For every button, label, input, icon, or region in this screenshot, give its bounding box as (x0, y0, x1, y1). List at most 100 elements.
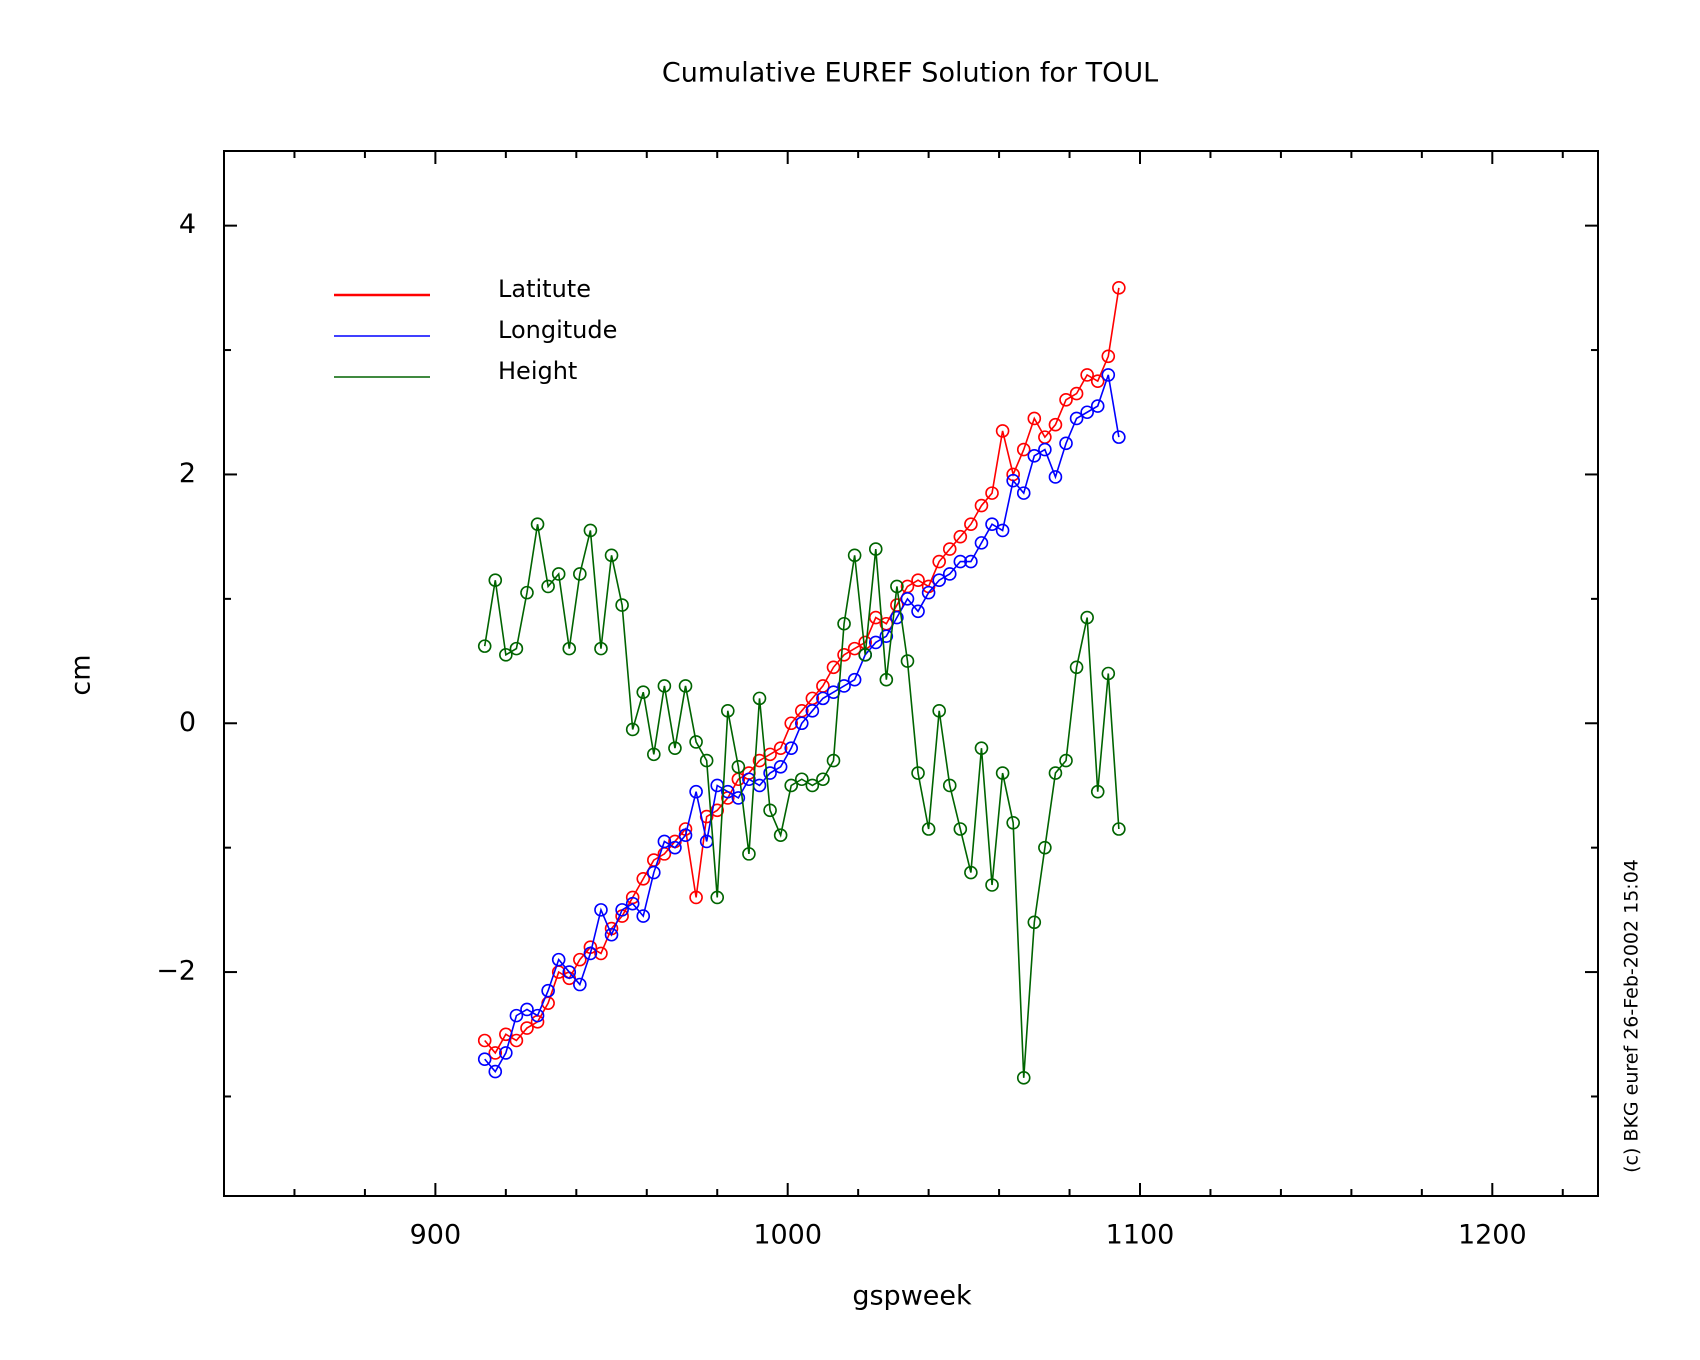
marker (784, 778, 799, 793)
marker (689, 735, 703, 749)
marker (900, 654, 915, 668)
marker (995, 523, 1010, 538)
x-tick-label: 1000 (753, 1220, 822, 1251)
marker (1090, 374, 1105, 388)
x-tick-label: 900 (410, 1220, 462, 1251)
marker (932, 554, 946, 569)
marker (1080, 368, 1094, 382)
marker (1112, 430, 1126, 444)
marker (847, 548, 862, 563)
marker (953, 822, 968, 836)
marker (689, 890, 703, 905)
y-tick-label: 0 (179, 707, 196, 738)
marker (530, 517, 545, 532)
marker (551, 952, 566, 967)
marker (742, 772, 756, 787)
marker (890, 610, 904, 625)
legend-label: Latitute (498, 275, 591, 303)
marker (1112, 281, 1126, 295)
marker (499, 1046, 513, 1060)
marker (826, 660, 841, 675)
marker (499, 648, 513, 662)
marker (773, 760, 788, 774)
marker (826, 753, 841, 768)
marker (520, 1002, 534, 1017)
marker (604, 927, 619, 942)
marker (879, 629, 894, 643)
marker (1059, 393, 1073, 407)
marker (551, 567, 566, 581)
marker (541, 579, 555, 594)
marker (964, 865, 978, 880)
marker (847, 641, 862, 656)
marker (573, 567, 587, 581)
marker (699, 753, 714, 768)
marker (805, 778, 820, 793)
marker (794, 772, 809, 787)
marker (520, 585, 534, 600)
marker (1090, 784, 1105, 799)
x-axis-label: gspweek (852, 1281, 972, 1312)
series-line (484, 374, 1120, 1073)
marker (583, 523, 598, 538)
marker (710, 890, 725, 905)
marker (573, 952, 587, 967)
marker (879, 672, 894, 687)
marker (488, 573, 503, 587)
marker (720, 704, 735, 718)
marker (1101, 349, 1116, 364)
marker (932, 704, 946, 718)
marker (1069, 386, 1084, 401)
marker (752, 691, 767, 706)
marker (509, 1008, 524, 1023)
marker (816, 691, 830, 706)
marker (731, 760, 746, 774)
marker (985, 486, 999, 500)
marker (477, 639, 492, 653)
marker (1048, 766, 1063, 780)
marker (678, 828, 693, 843)
y-tick-label: 4 (179, 209, 196, 240)
marker (942, 778, 957, 793)
marker (678, 679, 693, 693)
marker (1059, 436, 1073, 451)
marker (995, 766, 1010, 780)
marker (964, 517, 978, 532)
marker (488, 1064, 503, 1079)
marker (1080, 610, 1094, 625)
marker (647, 747, 661, 762)
marker (911, 604, 925, 619)
marker (625, 896, 640, 911)
marker (974, 741, 989, 755)
marker (816, 772, 830, 787)
y-tick-label: −2 (156, 956, 196, 987)
marker (668, 840, 682, 855)
marker (921, 585, 936, 600)
series-line (483, 524, 1120, 1078)
marker (837, 648, 851, 662)
marker (636, 871, 651, 886)
marker (1048, 417, 1063, 432)
y-axis-label: cm (66, 654, 97, 695)
marker (911, 766, 925, 780)
marker (520, 1021, 534, 1035)
marker (594, 946, 608, 961)
marker (942, 567, 957, 581)
marker (900, 592, 915, 606)
marker (562, 641, 577, 656)
marker (509, 641, 524, 656)
marker (974, 498, 989, 513)
marker (1038, 442, 1052, 457)
marker (477, 1033, 492, 1048)
marker (1027, 915, 1042, 930)
marker (625, 722, 640, 737)
marker (636, 685, 651, 699)
marker (1101, 368, 1116, 382)
marker (890, 579, 904, 594)
marker (773, 741, 788, 755)
marker (1027, 411, 1042, 426)
legend-label: Longitude (498, 316, 617, 344)
legend-label: Height (498, 357, 577, 385)
marker (647, 865, 661, 880)
